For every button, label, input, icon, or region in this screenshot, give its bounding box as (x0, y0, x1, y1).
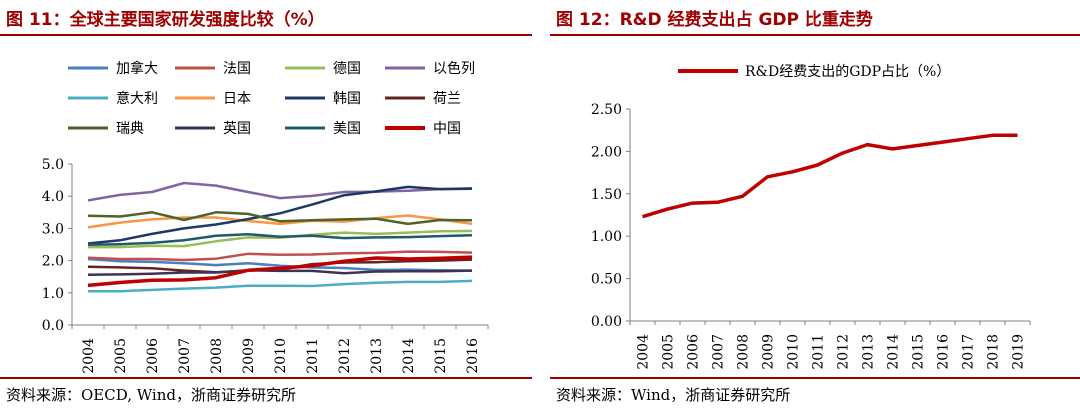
right-chart: R&D经费支出的GDP占比（%） 0.00 0.50 1.00 1.50 2.00 2.50… (591, 64, 1031, 370)
legend-label: 英国 (223, 120, 251, 137)
right-x-tick-label: 2004 (636, 334, 652, 370)
right-figure-title: 图 12：R&D 经费支出占 GDP 比重走势 (556, 10, 873, 30)
legend-label: 美国 (333, 121, 361, 137)
left-x-tick-label: 2006 (145, 338, 161, 374)
left-series-line (87, 181, 473, 202)
left-series-line (87, 211, 473, 226)
right-source: 资料来源：Wind，浙商证券研究所 (556, 386, 791, 404)
left-y-tick-label: 4.0 (42, 189, 64, 205)
legend-label: 中国 (433, 121, 461, 137)
left-series-line (87, 232, 473, 247)
right-x-tick-label: 2014 (886, 334, 902, 370)
left-x-tick-label: 2010 (273, 338, 289, 374)
left-title-bar: 图 11：全球主要国家研发强度比较（%） (0, 0, 532, 36)
right-x-tick-label: 2005 (661, 334, 677, 370)
left-series-line (88, 229, 473, 249)
left-series-line (87, 185, 473, 245)
right-x-tick-label: 2010 (786, 334, 802, 370)
left-x-tick-label: 2005 (113, 338, 129, 374)
left-series-line (87, 214, 473, 229)
right-x-tick-label: 2016 (936, 334, 952, 370)
left-x-tick-label: 2016 (465, 338, 481, 374)
right-x-tick-label: 2012 (836, 334, 852, 370)
left-source-bar: 资料来源：OECD, Wind，浙商证券研究所 (0, 377, 532, 411)
legend-label: 德国 (333, 61, 361, 77)
right-source-bar: 资料来源：Wind，浙商证券研究所 (550, 377, 1080, 411)
right-series-line (641, 133, 1018, 219)
left-x-tick-label: 2014 (401, 338, 417, 374)
right-x-tick-label: 2009 (761, 334, 777, 370)
left-x-tick-label: 2009 (241, 338, 257, 374)
legend-label: R&D经费支出的GDP占比（%） (745, 64, 950, 80)
right-x-tick-label: 2018 (986, 334, 1002, 370)
left-x-tick-label: 2012 (337, 338, 353, 374)
left-y-tick-label: 0.0 (42, 318, 64, 334)
right-x-tick-label: 2017 (961, 334, 977, 370)
left-series-line (87, 250, 473, 262)
left-series-line (87, 255, 473, 288)
left-series-line (88, 279, 473, 293)
left-y-tick-label: 2.0 (42, 254, 64, 270)
right-x-tick-label: 2007 (711, 334, 727, 370)
right-y-tick-label: 0.50 (591, 272, 622, 288)
legend-label: 日本 (223, 91, 251, 107)
left-y-tick-label: 3.0 (42, 221, 64, 237)
left-source: 资料来源：OECD, Wind，浙商证券研究所 (6, 386, 296, 404)
legend-label: 意大利 (116, 90, 158, 107)
left-series-line (87, 269, 473, 277)
right-y-tick-label: 2.00 (591, 144, 622, 160)
right-y-tick-label: 1.50 (591, 187, 622, 203)
right-x-tick-label: 2019 (1011, 334, 1027, 370)
left-x-tick-label: 2013 (369, 338, 385, 374)
left-y-tick-label: 1.0 (42, 286, 64, 302)
legend-label: 瑞典 (116, 121, 144, 137)
right-x-tick-label: 2006 (686, 334, 702, 370)
left-x-tick-label: 2007 (177, 338, 193, 374)
left-x-tick-label: 2015 (433, 338, 449, 374)
left-series-line (87, 257, 473, 272)
right-x-tick-label: 2011 (811, 334, 827, 370)
right-x-tick-label: 2015 (911, 334, 927, 370)
left-x-tick-label: 2011 (305, 338, 321, 374)
right-x-tick-label: 2013 (861, 334, 877, 370)
right-title-bar: 图 12：R&D 经费支出占 GDP 比重走势 (550, 0, 1080, 36)
legend-label: 韩国 (333, 91, 361, 107)
left-figure-title: 图 11：全球主要国家研发强度比较（%） (6, 10, 325, 30)
left-y-tick-label: 5.0 (42, 157, 64, 173)
left-x-tick-label: 2008 (209, 338, 225, 374)
right-x-tick-label: 2008 (736, 334, 752, 370)
left-x-tick-label: 2004 (81, 338, 97, 374)
left-panel: 图 11：全球主要国家研发强度比较（%） 加拿大 法国 德国 以色列意大利 日本 韩国 荷兰… (0, 0, 532, 409)
right-y-tick-label: 1.00 (591, 229, 622, 245)
right-panel: 图 12：R&D 经费支出占 GDP 比重走势 R&D经费支出的GDP占比（%）… (550, 0, 1080, 409)
legend-label: 法国 (223, 61, 251, 77)
legend-label: 以色列 (433, 60, 475, 77)
legend-label: 加拿大 (116, 60, 158, 77)
right-y-tick-label: 0.00 (591, 314, 622, 330)
legend-label: 荷兰 (433, 91, 461, 107)
right-y-tick-label: 2.50 (591, 102, 622, 118)
